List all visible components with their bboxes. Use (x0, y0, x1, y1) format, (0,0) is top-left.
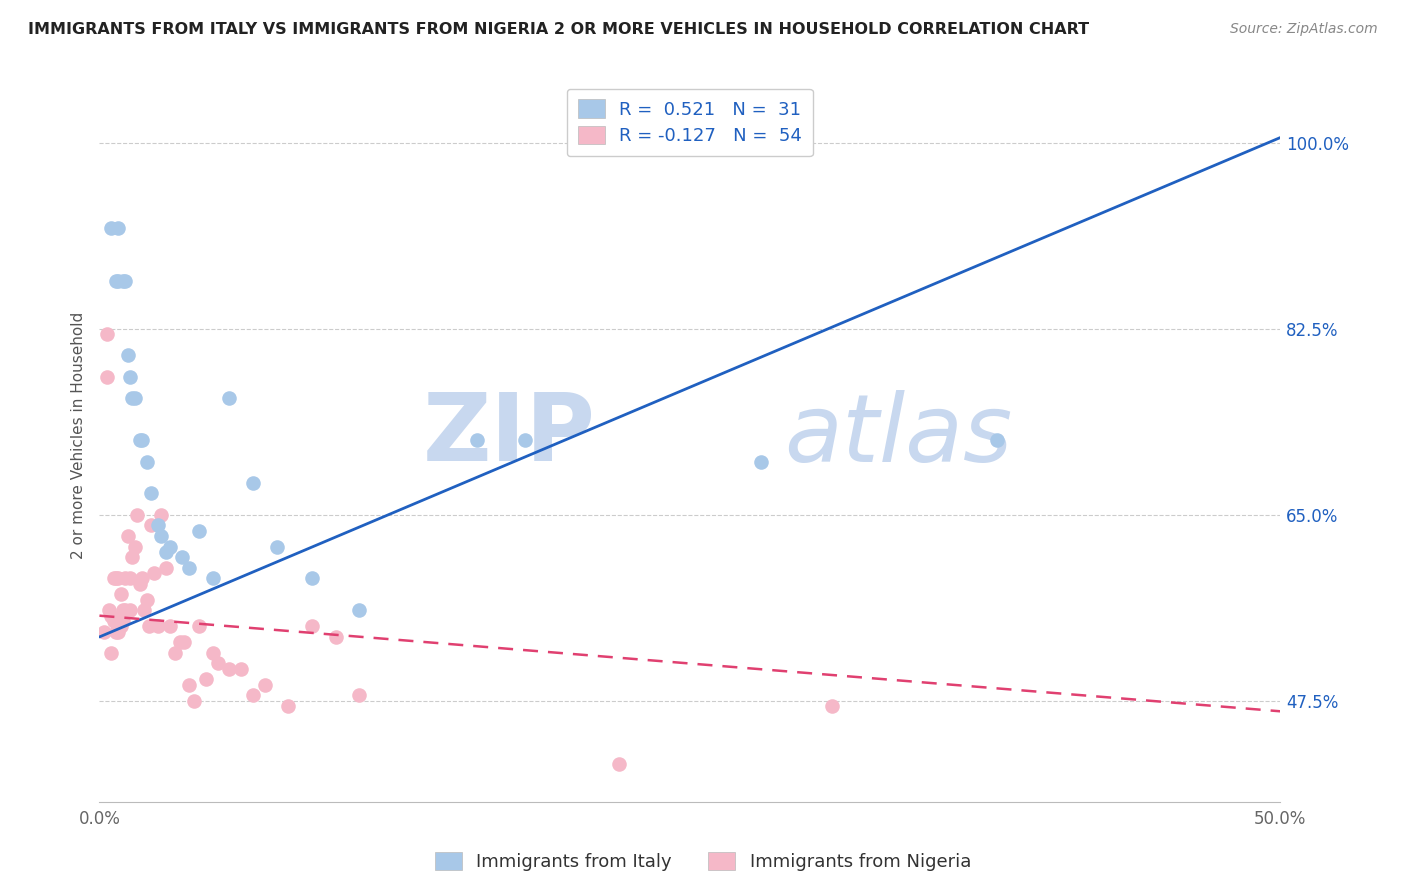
Point (100, 608, 122, 623)
Point (131, 434, 153, 448)
Point (172, 550, 194, 565)
Point (155, 545, 177, 559)
Point (134, 603, 156, 617)
Point (201, 572, 224, 586)
Point (201, 646, 224, 660)
Point (100, 220, 122, 235)
Point (242, 475, 264, 490)
Point (159, 540, 181, 554)
Point (121, 391, 143, 405)
Point (749, 455, 772, 469)
Point (173, 635, 195, 649)
Point (104, 572, 127, 586)
Point (120, 369, 142, 384)
Point (325, 630, 347, 644)
Point (266, 540, 288, 554)
Point (163, 646, 186, 660)
Point (103, 614, 125, 628)
Point (607, 757, 630, 772)
Text: Source: ZipAtlas.com: Source: ZipAtlas.com (1230, 22, 1378, 37)
Point (183, 694, 205, 708)
Point (124, 391, 146, 405)
Point (194, 673, 217, 687)
Point (103, 572, 125, 586)
Point (112, 274, 135, 288)
Point (149, 529, 172, 543)
Point (128, 576, 150, 591)
Point (107, 624, 129, 639)
Legend: Immigrants from Italy, Immigrants from Nigeria: Immigrants from Italy, Immigrants from N… (427, 845, 979, 879)
Point (347, 603, 370, 617)
Point (97, 603, 120, 617)
Point (207, 657, 229, 671)
Point (104, 274, 127, 288)
Point (96, 369, 118, 384)
Point (986, 434, 1008, 448)
Point (149, 508, 172, 522)
Point (187, 619, 209, 633)
Point (253, 678, 276, 692)
Point (187, 524, 209, 538)
Point (114, 274, 136, 288)
Point (169, 635, 191, 649)
Point (820, 698, 842, 713)
Point (301, 572, 323, 586)
Point (107, 572, 129, 586)
Point (135, 455, 157, 469)
Point (135, 592, 157, 607)
Text: atlas: atlas (785, 390, 1012, 481)
Point (112, 603, 135, 617)
Point (513, 434, 536, 448)
Point (231, 662, 253, 676)
Text: IMMIGRANTS FROM ITALY VS IMMIGRANTS FROM NIGERIA 2 OR MORE VEHICLES IN HOUSEHOLD: IMMIGRANTS FROM ITALY VS IMMIGRANTS FROM… (28, 22, 1090, 37)
Point (110, 619, 132, 633)
Point (107, 274, 129, 288)
Point (242, 689, 264, 703)
Point (124, 540, 146, 554)
Point (112, 614, 135, 628)
Point (120, 603, 142, 617)
Point (114, 603, 136, 617)
Point (148, 619, 170, 633)
Point (110, 587, 132, 601)
Point (465, 434, 488, 448)
Point (117, 348, 139, 362)
Point (128, 434, 150, 448)
Point (142, 566, 165, 581)
Point (120, 572, 142, 586)
Point (100, 646, 122, 660)
Point (93, 624, 115, 639)
Point (218, 662, 240, 676)
Y-axis label: 2 or more Vehicles in Household: 2 or more Vehicles in Household (72, 311, 86, 558)
Point (148, 518, 170, 533)
Point (117, 529, 139, 543)
Point (107, 220, 129, 235)
Point (218, 391, 240, 405)
Point (127, 508, 149, 522)
Point (347, 689, 370, 703)
Point (104, 624, 127, 639)
Point (179, 561, 201, 575)
Text: ZIP: ZIP (423, 389, 595, 481)
Legend: R =  0.521   N =  31, R = -0.127   N =  54: R = 0.521 N = 31, R = -0.127 N = 54 (567, 88, 813, 156)
Point (96, 327, 118, 342)
Point (277, 698, 299, 713)
Point (121, 550, 143, 565)
Point (138, 619, 160, 633)
Point (155, 561, 177, 575)
Point (159, 619, 181, 633)
Point (114, 572, 136, 586)
Point (179, 678, 201, 692)
Point (141, 486, 163, 500)
Point (141, 518, 163, 533)
Point (131, 572, 153, 586)
Point (301, 619, 323, 633)
